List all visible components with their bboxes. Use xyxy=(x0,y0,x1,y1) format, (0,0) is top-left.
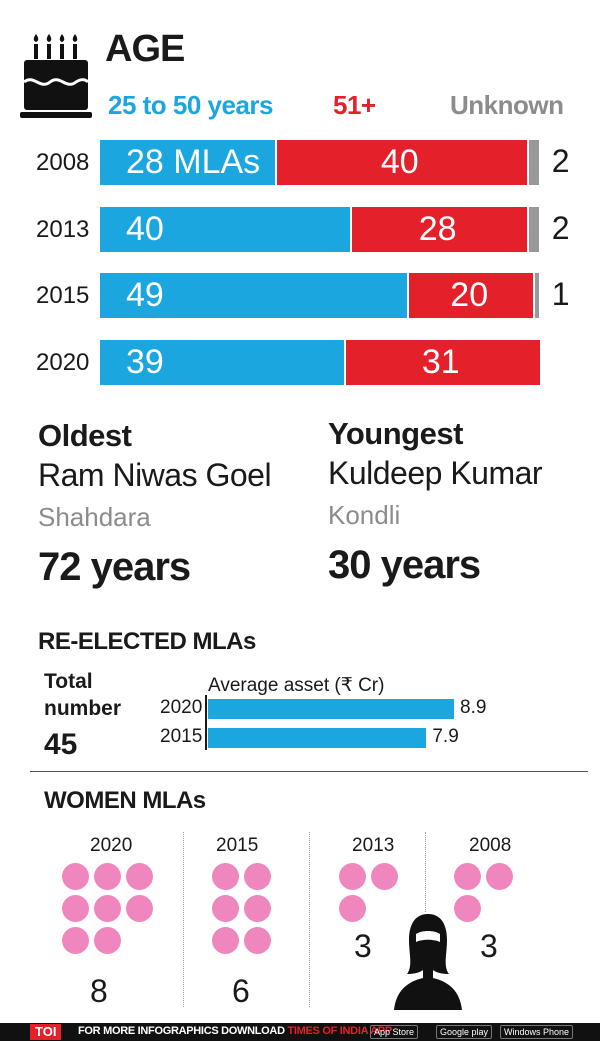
woman-dot xyxy=(62,863,89,890)
bar-segment-unknown xyxy=(529,207,539,252)
woman-dot xyxy=(94,895,121,922)
women-divider-1 xyxy=(183,832,184,1007)
asset-year-label: 2020 xyxy=(160,697,203,718)
women-year-label: 2013 xyxy=(352,835,395,856)
bar-year-label: 2008 xyxy=(36,149,90,176)
age-bar-row: 2015 49 20 1 xyxy=(0,273,600,318)
woman-dot xyxy=(212,927,239,954)
bar-segment-old xyxy=(352,207,528,252)
footer-app-link[interactable]: TIMES OF INDIA APP xyxy=(287,1025,392,1037)
youngest-constituency: Kondli xyxy=(328,500,401,530)
woman-dot xyxy=(486,863,513,890)
woman-dot xyxy=(244,895,271,922)
women-year-label: 2015 xyxy=(216,835,259,856)
women-year-label: 2020 xyxy=(90,835,133,856)
app-store-badge[interactable]: App Store xyxy=(370,1025,419,1039)
bar-value-label: 40 xyxy=(126,210,164,248)
bar-value-label: 40 xyxy=(380,143,419,181)
asset-axis-line xyxy=(205,695,207,750)
women-count-label: 3 xyxy=(354,928,372,964)
legend-old: 51+ xyxy=(333,90,376,120)
footer-bar xyxy=(0,1023,600,1041)
woman-dot xyxy=(454,895,481,922)
age-bar-row: 2008 28 MLAs 40 2 xyxy=(0,140,600,185)
bar-value-label: 20 xyxy=(450,276,489,314)
bar-segment-young xyxy=(100,340,345,385)
woman-dot xyxy=(244,927,271,954)
bar-year-label: 2015 xyxy=(36,282,90,309)
section-divider xyxy=(30,771,588,772)
woman-dot xyxy=(339,863,366,890)
woman-dot xyxy=(62,927,89,954)
bar-segment-young xyxy=(100,273,408,318)
bar-year-label: 2013 xyxy=(36,216,90,243)
bar-value-label: 31 xyxy=(421,343,460,381)
youngest-title: Youngest xyxy=(328,416,463,451)
woman-dot xyxy=(212,863,239,890)
age-bar-row: 2013 40 28 2 xyxy=(0,207,600,252)
woman-dot xyxy=(126,863,153,890)
bar-value-label: 49 xyxy=(126,276,164,314)
section-title: AGE xyxy=(105,28,185,70)
woman-dot xyxy=(339,895,366,922)
reelected-total-label: Total number xyxy=(44,668,121,722)
women-count-label: 8 xyxy=(90,973,108,1009)
bar-value-label: 28 xyxy=(418,210,457,248)
windows-phone-badge[interactable]: Windows Phone xyxy=(500,1025,574,1039)
birthday-cake-icon xyxy=(20,34,92,118)
bar-segment-unknown xyxy=(529,140,539,185)
women-year-label: 2008 xyxy=(469,835,512,856)
oldest-title: Oldest xyxy=(38,418,132,453)
total-label-line1: Total xyxy=(44,670,93,693)
asset-axis-label: Average asset (₹ Cr) xyxy=(208,675,385,696)
footer-cta: FOR MORE INFOGRAPHICS DOWNLOAD xyxy=(78,1025,285,1037)
woman-dot xyxy=(212,895,239,922)
google-play-badge[interactable]: Google play xyxy=(436,1025,493,1039)
bar-year-label: 2020 xyxy=(36,349,90,376)
bar-segment-young xyxy=(100,140,275,185)
toi-logo: TOI xyxy=(30,1024,62,1040)
bar-segment-young xyxy=(100,207,351,252)
asset-bar xyxy=(208,728,427,748)
woman-silhouette-icon xyxy=(394,914,462,1010)
women-title: WOMEN MLAs xyxy=(44,787,206,814)
reelected-title: RE-ELECTED MLAs xyxy=(38,628,256,655)
women-divider-3 xyxy=(425,832,426,912)
bar-value-label: 39 xyxy=(126,343,164,381)
asset-year-label: 2015 xyxy=(160,726,203,747)
bar-segment-old xyxy=(346,340,540,385)
legend-young: 25 to 50 years xyxy=(108,90,274,120)
bar-value-label: 2 xyxy=(551,143,570,179)
asset-bar xyxy=(208,699,454,719)
asset-value-label: 7.9 xyxy=(432,726,459,747)
oldest-age: 72 years xyxy=(38,545,191,589)
reelected-total-value: 45 xyxy=(44,728,78,761)
oldest-constituency: Shahdara xyxy=(38,502,151,532)
bar-segment-old xyxy=(409,273,534,318)
woman-dot xyxy=(371,863,398,890)
women-count-label: 3 xyxy=(480,928,498,964)
bar-value-label: 28 MLAs xyxy=(126,143,261,181)
women-count-label: 6 xyxy=(232,973,250,1009)
age-bar-row: 2020 39 31 xyxy=(0,340,600,385)
bar-segment-unknown xyxy=(535,273,539,318)
woman-dot xyxy=(94,927,121,954)
legend-unknown: Unknown xyxy=(450,90,564,120)
bar-value-label: 1 xyxy=(551,276,570,312)
footer-text: FOR MORE INFOGRAPHICS DOWNLOAD TIMES OF … xyxy=(78,1025,392,1037)
asset-value-label: 8.9 xyxy=(460,697,487,718)
woman-dot xyxy=(454,863,481,890)
youngest-age: 30 years xyxy=(328,543,481,587)
woman-dot xyxy=(244,863,271,890)
women-divider-2 xyxy=(309,832,310,1007)
bar-segment-old xyxy=(276,140,528,185)
bar-value-label: 2 xyxy=(551,210,570,246)
oldest-name: Ram Niwas Goel xyxy=(38,457,272,493)
woman-dot xyxy=(94,863,121,890)
total-label-line2: number xyxy=(44,697,122,720)
youngest-name: Kuldeep Kumar xyxy=(328,455,543,491)
woman-dot xyxy=(62,895,89,922)
woman-dot xyxy=(126,895,153,922)
